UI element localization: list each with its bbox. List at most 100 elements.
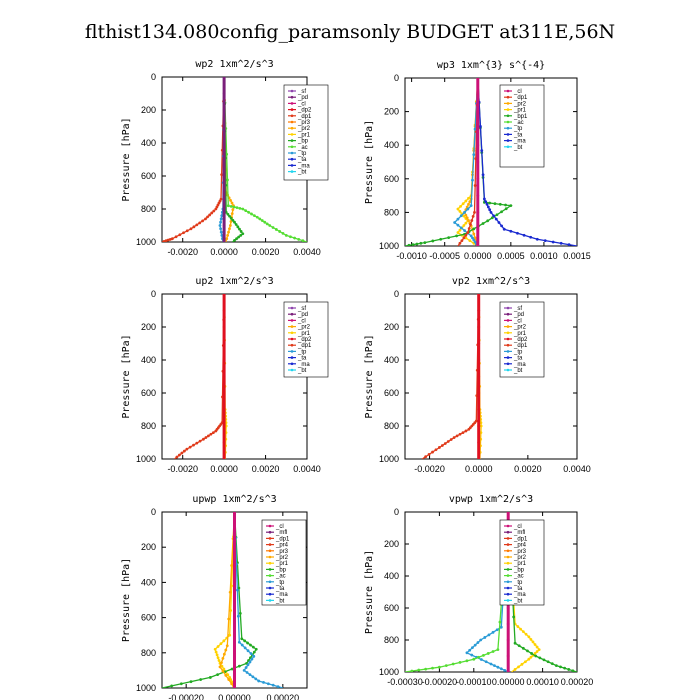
series-point-pr2 bbox=[467, 202, 470, 206]
legend-marker bbox=[506, 331, 510, 335]
legend-label: _ma bbox=[513, 362, 526, 368]
legend-marker bbox=[506, 89, 510, 93]
series-point-bp bbox=[559, 665, 562, 669]
series-point-bp bbox=[199, 678, 203, 681]
legend-marker bbox=[506, 543, 510, 546]
series-point-pr2 bbox=[228, 227, 231, 231]
series-point-dp1 bbox=[470, 219, 474, 222]
series-point-dp1 bbox=[178, 453, 181, 457]
series-point-pr1 bbox=[524, 632, 528, 636]
legend-marker bbox=[268, 568, 272, 571]
series-point-tp bbox=[483, 636, 487, 639]
series-point-ac bbox=[271, 226, 275, 229]
legend-box bbox=[283, 84, 329, 181]
series-point-dp1 bbox=[469, 223, 472, 226]
series-point-tp bbox=[245, 671, 249, 674]
series-point-bp bbox=[230, 667, 234, 671]
series-point-ta bbox=[492, 214, 496, 218]
legend-label: _pd bbox=[513, 312, 524, 318]
series-point-dp1 bbox=[449, 438, 453, 441]
legend-label: _bt bbox=[513, 145, 523, 151]
series-point-pr1 bbox=[531, 640, 535, 644]
series-point-tp bbox=[251, 675, 255, 679]
series-point-pr1 bbox=[219, 642, 223, 646]
series-point-pr1 bbox=[517, 665, 520, 669]
legend-label: _bt bbox=[275, 598, 285, 604]
y-tick-label: 1000 bbox=[379, 454, 399, 464]
series-point-tp bbox=[469, 204, 473, 208]
legend-marker bbox=[290, 102, 294, 105]
series-point-ac bbox=[498, 620, 502, 624]
series-point-pd bbox=[222, 125, 226, 128]
x-tick-label: -0.00030 bbox=[387, 677, 423, 687]
series-point-tp bbox=[266, 682, 270, 686]
y-tick-label: 0 bbox=[151, 507, 156, 517]
legend-marker bbox=[290, 89, 294, 93]
series-point-dp1 bbox=[198, 221, 202, 225]
series-point-pd bbox=[222, 141, 226, 145]
series-point-cl bbox=[506, 606, 510, 610]
y-tick-label: 1000 bbox=[136, 683, 156, 693]
legend-label: _tp bbox=[297, 349, 307, 355]
y-tick-label: 400 bbox=[141, 355, 156, 365]
series-line-bp1 bbox=[405, 78, 513, 246]
series-point-pr2 bbox=[224, 648, 228, 652]
series-point-dp1 bbox=[434, 448, 438, 452]
series-point-tp bbox=[254, 677, 258, 681]
series-point-ta bbox=[509, 229, 513, 233]
series-point-dp1 bbox=[180, 451, 184, 455]
series-point-dp1 bbox=[455, 434, 459, 438]
series-point-bp1 bbox=[439, 237, 443, 241]
y-tick-label: 200 bbox=[141, 105, 156, 115]
series-point-cl bbox=[233, 616, 236, 619]
series-point-bp1 bbox=[411, 243, 415, 246]
series-point-tp bbox=[493, 664, 496, 667]
y-tick-label: 200 bbox=[141, 542, 156, 552]
legend-label: _dp1 bbox=[275, 536, 290, 542]
series-point-bp1 bbox=[500, 210, 503, 214]
legend-label: _ta bbox=[297, 356, 307, 362]
series-line-dp1 bbox=[457, 78, 479, 246]
series-point-tp bbox=[219, 217, 223, 221]
series-point-tp bbox=[262, 680, 265, 684]
legend-label: _pr1 bbox=[513, 331, 527, 337]
series-point-ac bbox=[268, 224, 272, 227]
legend-label: _ta bbox=[297, 157, 307, 163]
series-point-ta bbox=[559, 241, 563, 245]
legend-marker bbox=[506, 537, 510, 540]
series-point-dp1 bbox=[208, 213, 212, 217]
legend-label: _ma bbox=[297, 163, 310, 169]
legend-label: _ma bbox=[513, 592, 526, 598]
series-point-pr2 bbox=[225, 644, 229, 648]
series-point-dp2 bbox=[477, 358, 481, 362]
series-point-cl bbox=[233, 669, 236, 672]
legend-marker bbox=[290, 319, 294, 322]
series-point-bp bbox=[538, 656, 542, 660]
legend-marker bbox=[506, 126, 510, 130]
series-point-ac bbox=[260, 219, 264, 222]
series-group bbox=[405, 512, 577, 672]
series-point-dp1 bbox=[185, 229, 189, 233]
series-point-ac bbox=[410, 669, 414, 672]
series-point-bp bbox=[550, 662, 554, 666]
series-point-pr1 bbox=[214, 650, 218, 654]
series-point-pr2 bbox=[473, 236, 477, 240]
series-point-dp2 bbox=[477, 294, 481, 296]
series-point-ac bbox=[255, 215, 259, 219]
series-point-ta bbox=[535, 237, 539, 241]
series-point-dp1 bbox=[202, 437, 205, 441]
series-point-ac bbox=[431, 666, 434, 670]
series-point-pr1 bbox=[529, 655, 533, 659]
legend-label: _ta bbox=[513, 132, 523, 138]
series-point-ac bbox=[472, 657, 476, 661]
series-point-pr1 bbox=[521, 630, 525, 634]
series-point-ac bbox=[235, 206, 239, 210]
series-point-dp2 bbox=[477, 391, 481, 395]
legend-marker bbox=[506, 343, 510, 347]
series-point-pr1 bbox=[467, 196, 470, 200]
series-point-dp2 bbox=[222, 294, 226, 296]
series-point-pr1 bbox=[461, 202, 465, 206]
series-point-ac bbox=[238, 206, 242, 210]
series-point-pr2 bbox=[465, 216, 469, 220]
x-tick-label: -0.00010 bbox=[456, 677, 492, 687]
